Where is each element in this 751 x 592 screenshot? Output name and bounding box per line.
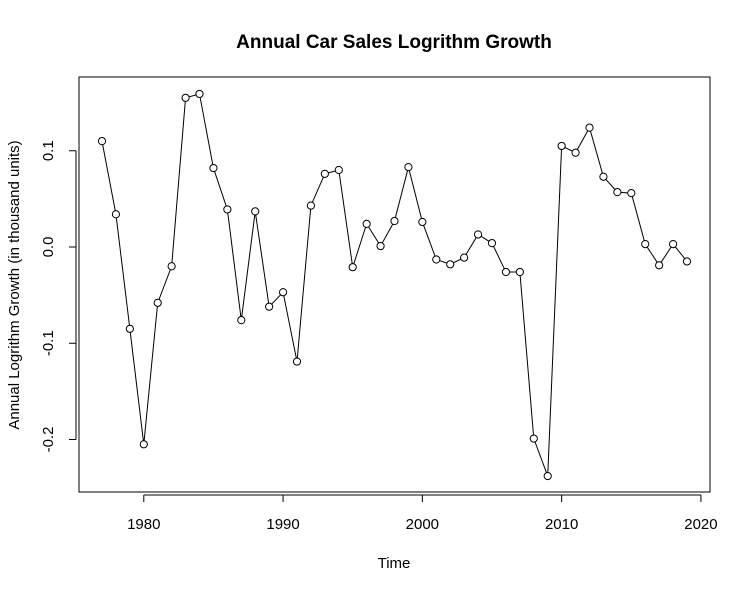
data-point (251, 207, 260, 216)
data-point (668, 240, 678, 249)
data-point (195, 89, 204, 99)
data-point (223, 205, 232, 214)
plot-frame (78, 76, 711, 493)
data-point (529, 434, 538, 443)
y-tick-label: -0.1 (40, 330, 57, 356)
data-point (111, 210, 121, 219)
x-tick-label: 2000 (406, 516, 439, 533)
data-point (682, 257, 692, 266)
data-point (390, 216, 399, 226)
data-point (571, 148, 580, 157)
data-point (557, 141, 566, 151)
data-point (515, 267, 524, 277)
data-point (487, 239, 497, 248)
y-axis-label: Annual Logrithm Growth (in thousand unit… (6, 140, 23, 429)
x-axis: 1980 1990 2000 2010 2020 (127, 494, 718, 533)
data-point (320, 169, 329, 178)
data-point (348, 263, 357, 272)
data-point (627, 189, 636, 198)
x-tick-label: 1990 (266, 516, 299, 533)
y-tick-label: 0.0 (40, 237, 57, 258)
chart-title: Annual Car Sales Logrithm Growth (236, 32, 552, 53)
x-tick-label: 2010 (545, 516, 578, 533)
data-point (418, 217, 427, 227)
data-point (599, 172, 608, 181)
series-layer (97, 89, 692, 481)
data-point (209, 163, 218, 173)
data-point (181, 93, 190, 102)
data-point (473, 230, 483, 239)
data-point (460, 253, 469, 262)
data-point (613, 188, 622, 197)
data-point (404, 163, 413, 172)
y-tick-label: -0.2 (40, 427, 57, 453)
data-point (585, 123, 594, 132)
data-point (97, 137, 107, 146)
data-point (292, 357, 302, 366)
y-axis: -0.2 -0.1 0.0 0.1 (40, 140, 77, 453)
data-point (167, 262, 176, 271)
x-axis-label: Time (378, 555, 411, 572)
series-line (101, 93, 688, 477)
data-point (432, 255, 441, 264)
data-point (125, 324, 134, 333)
data-point (501, 267, 511, 277)
data-point (265, 302, 274, 311)
data-point (334, 165, 343, 175)
data-point (237, 316, 246, 325)
data-point (153, 298, 162, 307)
data-point (543, 471, 552, 481)
x-tick-label: 1980 (127, 516, 160, 533)
data-point (446, 260, 455, 269)
data-point (306, 201, 316, 210)
y-tick-label: 0.1 (40, 140, 57, 161)
data-point (362, 219, 371, 228)
data-point (655, 261, 664, 270)
data-point (641, 240, 650, 249)
data-point (376, 241, 385, 251)
data-point (139, 440, 148, 449)
x-tick-label: 2020 (684, 516, 717, 533)
data-point (278, 288, 288, 297)
